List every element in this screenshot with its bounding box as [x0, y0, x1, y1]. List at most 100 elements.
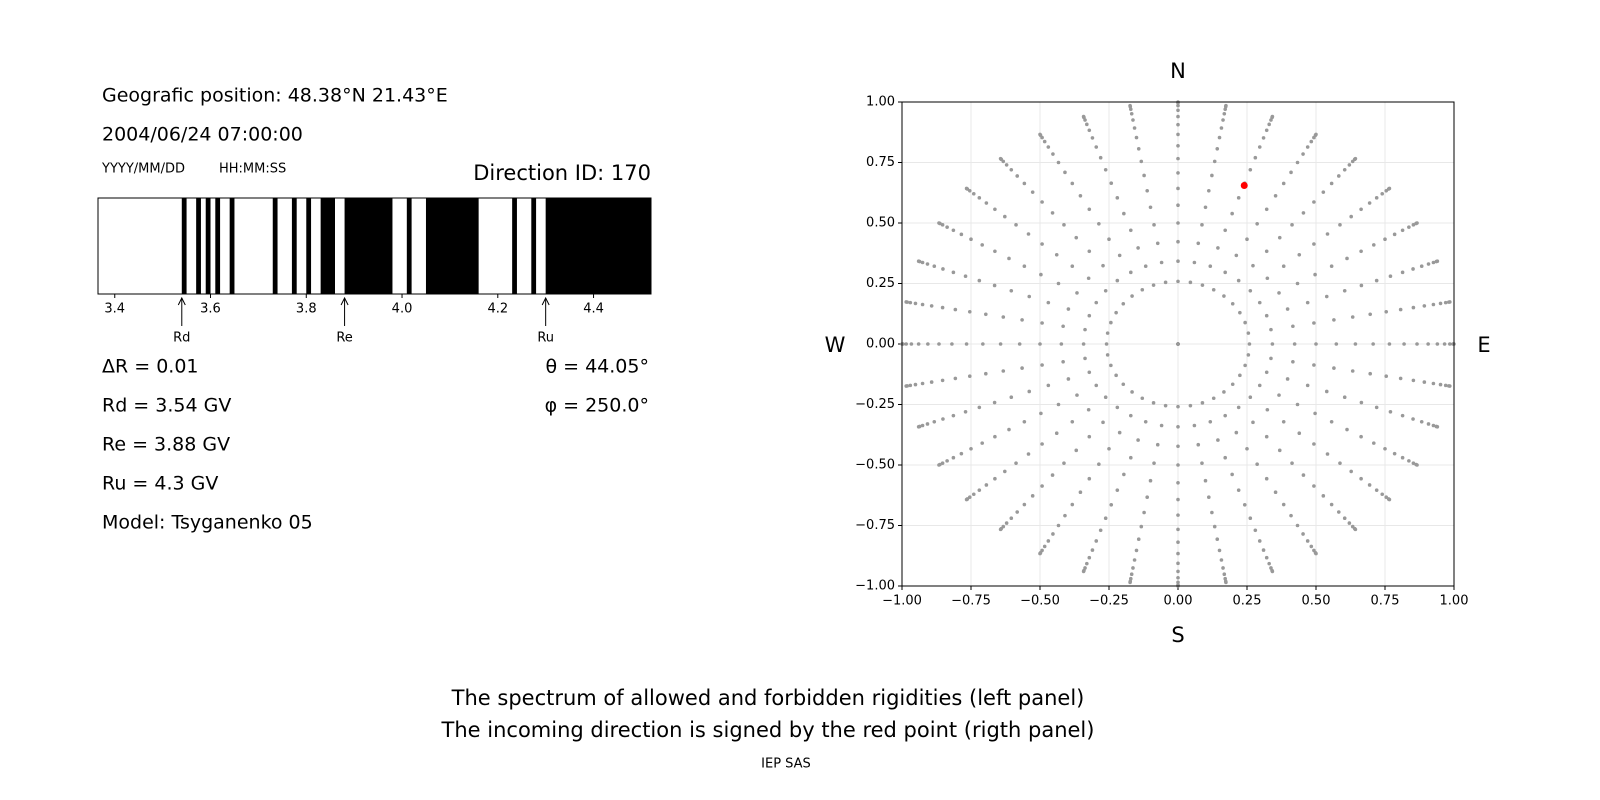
direction-point	[1040, 363, 1044, 367]
direction-point	[1277, 448, 1282, 453]
direction-point	[1109, 181, 1114, 185]
direction-point	[1014, 223, 1018, 227]
direction-point	[1312, 363, 1316, 367]
direction-point	[1176, 114, 1180, 119]
direction-point	[1152, 223, 1156, 227]
direction-point	[1332, 366, 1336, 370]
direction-point	[1070, 264, 1075, 269]
direction-point	[1038, 342, 1042, 346]
direction-point	[1295, 281, 1300, 286]
direction-point	[1090, 548, 1095, 552]
direction-point	[1448, 342, 1452, 346]
direction-point	[969, 237, 973, 242]
direction-point	[1087, 370, 1092, 375]
direction-point	[1383, 237, 1387, 242]
direction-point	[1380, 492, 1385, 497]
direction-point	[1176, 108, 1180, 113]
direction-label: N	[1170, 59, 1186, 83]
direction-point	[1305, 300, 1310, 305]
direction-point	[984, 483, 989, 487]
direction-point	[1145, 189, 1149, 193]
forbidden-band	[196, 198, 201, 294]
direction-point	[1117, 430, 1122, 435]
direction-point	[1371, 441, 1376, 445]
direction-point	[1295, 160, 1300, 165]
direction-point	[1074, 235, 1079, 240]
direction-point	[1176, 463, 1180, 467]
direction-point	[1208, 264, 1213, 269]
direction-point	[1248, 516, 1253, 521]
direction-point	[1313, 272, 1317, 277]
direction-point	[1066, 307, 1071, 311]
x-tick-label: −0.50	[1020, 594, 1060, 609]
direction-point	[1176, 203, 1180, 207]
direction-point	[1264, 434, 1269, 439]
direction-point	[1374, 278, 1379, 283]
y-tick-label: −0.25	[855, 397, 895, 412]
direction-point	[1426, 422, 1431, 426]
direction-point	[1163, 280, 1168, 285]
direction-point	[1140, 396, 1145, 401]
direction-point	[1224, 580, 1228, 585]
direction-point	[977, 488, 982, 492]
direction-point	[1176, 481, 1180, 485]
incoming-direction	[1240, 181, 1248, 189]
direction-point	[1411, 305, 1416, 310]
direction-point	[1219, 126, 1224, 130]
direction-point	[1200, 223, 1204, 227]
direction-point	[1411, 378, 1416, 383]
direction-point	[1245, 446, 1249, 451]
direction-point	[1419, 264, 1424, 269]
direction-point	[1210, 510, 1214, 515]
direction-point	[1129, 455, 1133, 460]
direction-point	[1312, 442, 1316, 446]
direction-point	[1115, 196, 1120, 200]
direction-point	[1215, 537, 1220, 542]
direction-point	[1155, 442, 1160, 447]
direction-point	[1349, 214, 1353, 219]
direction-point	[1305, 145, 1310, 149]
direction-point	[1247, 342, 1252, 346]
direction-point	[1129, 576, 1133, 581]
forbidden-band	[205, 198, 211, 294]
direction-point	[1223, 576, 1227, 581]
direction-point	[1087, 249, 1092, 254]
direction-id: Direction ID: 170	[473, 161, 651, 185]
direction-point	[1312, 200, 1316, 204]
direction-point	[1200, 283, 1205, 287]
direction-point	[1121, 301, 1126, 306]
direction-point	[1398, 307, 1403, 312]
direction-point	[920, 423, 925, 428]
direction-point	[1359, 283, 1364, 288]
direction-point	[1087, 555, 1092, 560]
direction-point	[1234, 430, 1239, 435]
direction-point	[959, 451, 964, 456]
direction-point	[1040, 200, 1044, 204]
direction-point	[1203, 205, 1208, 210]
direction-point	[1329, 264, 1334, 269]
direction-point	[1115, 278, 1120, 283]
direction-point	[1431, 260, 1436, 265]
direction-point	[929, 304, 934, 308]
direction-point	[1022, 502, 1027, 507]
x-tick-label: 3.8	[296, 302, 317, 317]
direction-point	[1281, 264, 1286, 269]
direction-point	[1062, 461, 1066, 465]
direction-point	[1435, 342, 1440, 346]
direction-point	[993, 249, 997, 254]
direction-point	[1134, 135, 1139, 140]
direction-point	[1281, 181, 1286, 186]
direction-point	[1368, 371, 1372, 376]
direction-point	[1136, 146, 1141, 151]
direction-point	[932, 264, 937, 269]
direction-point	[1208, 419, 1213, 424]
x-tick-label: 1.00	[1440, 594, 1469, 609]
direction-point	[1223, 413, 1227, 418]
direction-point	[1329, 502, 1334, 507]
direction-point	[1245, 237, 1249, 242]
direction-point	[951, 413, 956, 418]
direction-point	[1176, 186, 1180, 191]
direction-point	[1384, 374, 1389, 378]
direction-point	[1115, 405, 1120, 410]
direction-point	[1338, 461, 1342, 465]
